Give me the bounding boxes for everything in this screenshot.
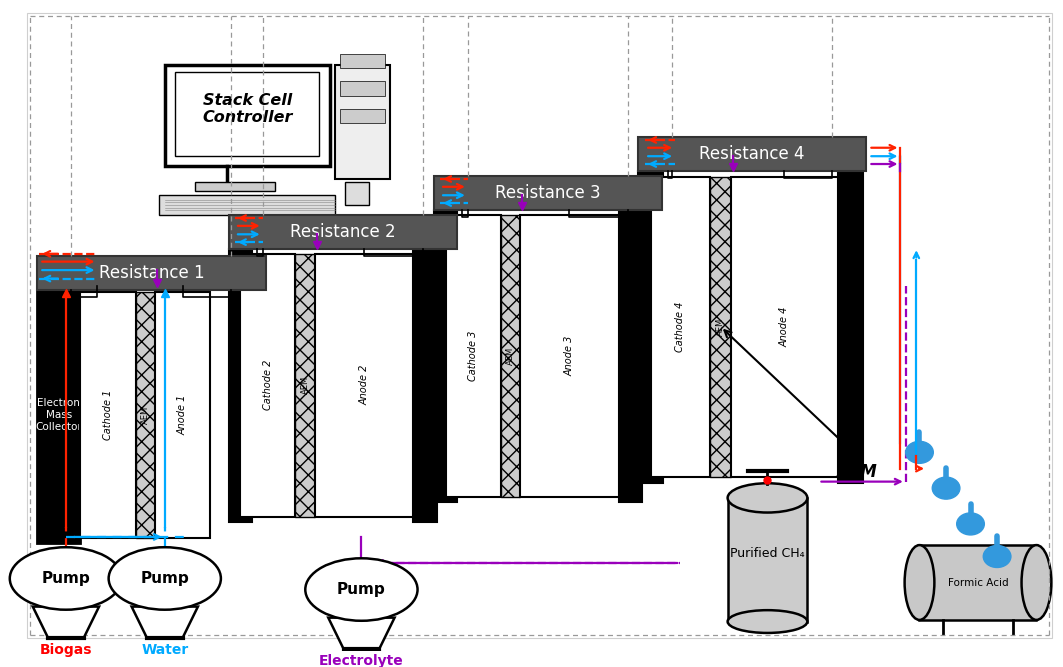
Bar (136, 291, 155, 538)
Bar (838, 171, 863, 483)
Bar (175, 71, 319, 156)
Text: Electrolyte: Electrolyte (319, 654, 404, 667)
Bar (619, 209, 642, 502)
Ellipse shape (983, 546, 1011, 568)
Text: Water: Water (141, 642, 188, 656)
Bar (155, 291, 210, 538)
Bar (340, 109, 385, 123)
Ellipse shape (10, 547, 122, 610)
Bar (434, 209, 457, 502)
Text: Cathode 4: Cathode 4 (675, 301, 686, 352)
Text: AEM: AEM (141, 406, 150, 424)
Ellipse shape (728, 610, 808, 633)
Bar (335, 65, 390, 179)
Bar (240, 254, 296, 516)
Text: Resistance 4: Resistance 4 (699, 145, 805, 163)
Text: Resistance 3: Resistance 3 (495, 183, 601, 201)
Text: Anode 4: Anode 4 (779, 307, 790, 347)
Bar (501, 215, 520, 497)
Text: AEM: AEM (716, 317, 725, 336)
Bar (638, 137, 866, 171)
Bar (340, 81, 385, 95)
Bar (638, 171, 663, 483)
Polygon shape (132, 606, 198, 638)
Ellipse shape (906, 442, 933, 464)
Text: Pump: Pump (140, 571, 189, 586)
Text: AEM: AEM (837, 463, 877, 481)
Bar (434, 175, 662, 209)
Bar (651, 177, 710, 477)
Bar (919, 545, 1036, 620)
Bar (296, 254, 315, 516)
Text: Pump: Pump (337, 582, 386, 597)
Bar (731, 177, 838, 477)
Text: Anode 3: Anode 3 (564, 336, 574, 376)
Bar (710, 177, 731, 477)
Text: Purified CH₄: Purified CH₄ (730, 547, 805, 560)
Polygon shape (33, 606, 99, 638)
Bar (728, 498, 808, 622)
Bar (229, 215, 457, 249)
Ellipse shape (932, 477, 960, 499)
Text: Electron
Mass
Collector: Electron Mass Collector (35, 398, 82, 432)
Text: Anode 1: Anode 1 (178, 395, 188, 435)
Bar (315, 254, 414, 516)
Bar (81, 291, 136, 538)
Ellipse shape (728, 484, 808, 512)
Polygon shape (328, 618, 394, 649)
Bar (340, 54, 385, 68)
Text: Cathode 2: Cathode 2 (263, 360, 273, 410)
Bar (159, 195, 335, 215)
Text: Formic Acid: Formic Acid (947, 578, 1009, 588)
Bar (414, 249, 437, 522)
Bar (345, 182, 369, 205)
Bar (445, 215, 501, 497)
Bar (196, 182, 275, 191)
Text: Cathode 1: Cathode 1 (103, 390, 113, 440)
Ellipse shape (905, 545, 934, 620)
Ellipse shape (108, 547, 221, 610)
Bar (165, 65, 330, 166)
Bar (37, 286, 81, 544)
Text: Pump: Pump (41, 571, 90, 586)
Text: AEM: AEM (506, 347, 514, 365)
Text: Stack Cell
Controller: Stack Cell Controller (202, 93, 292, 125)
Text: Biogas: Biogas (39, 642, 92, 656)
Ellipse shape (957, 513, 984, 535)
Ellipse shape (305, 558, 418, 621)
Text: Resistance 2: Resistance 2 (290, 223, 395, 241)
Text: Cathode 3: Cathode 3 (468, 331, 478, 382)
Text: Anode 2: Anode 2 (359, 365, 369, 406)
Bar (229, 249, 252, 522)
Text: AEM: AEM (301, 376, 309, 394)
Bar (520, 215, 619, 497)
Ellipse shape (1022, 545, 1051, 620)
Bar (37, 255, 266, 289)
Text: Resistance 1: Resistance 1 (99, 263, 204, 281)
